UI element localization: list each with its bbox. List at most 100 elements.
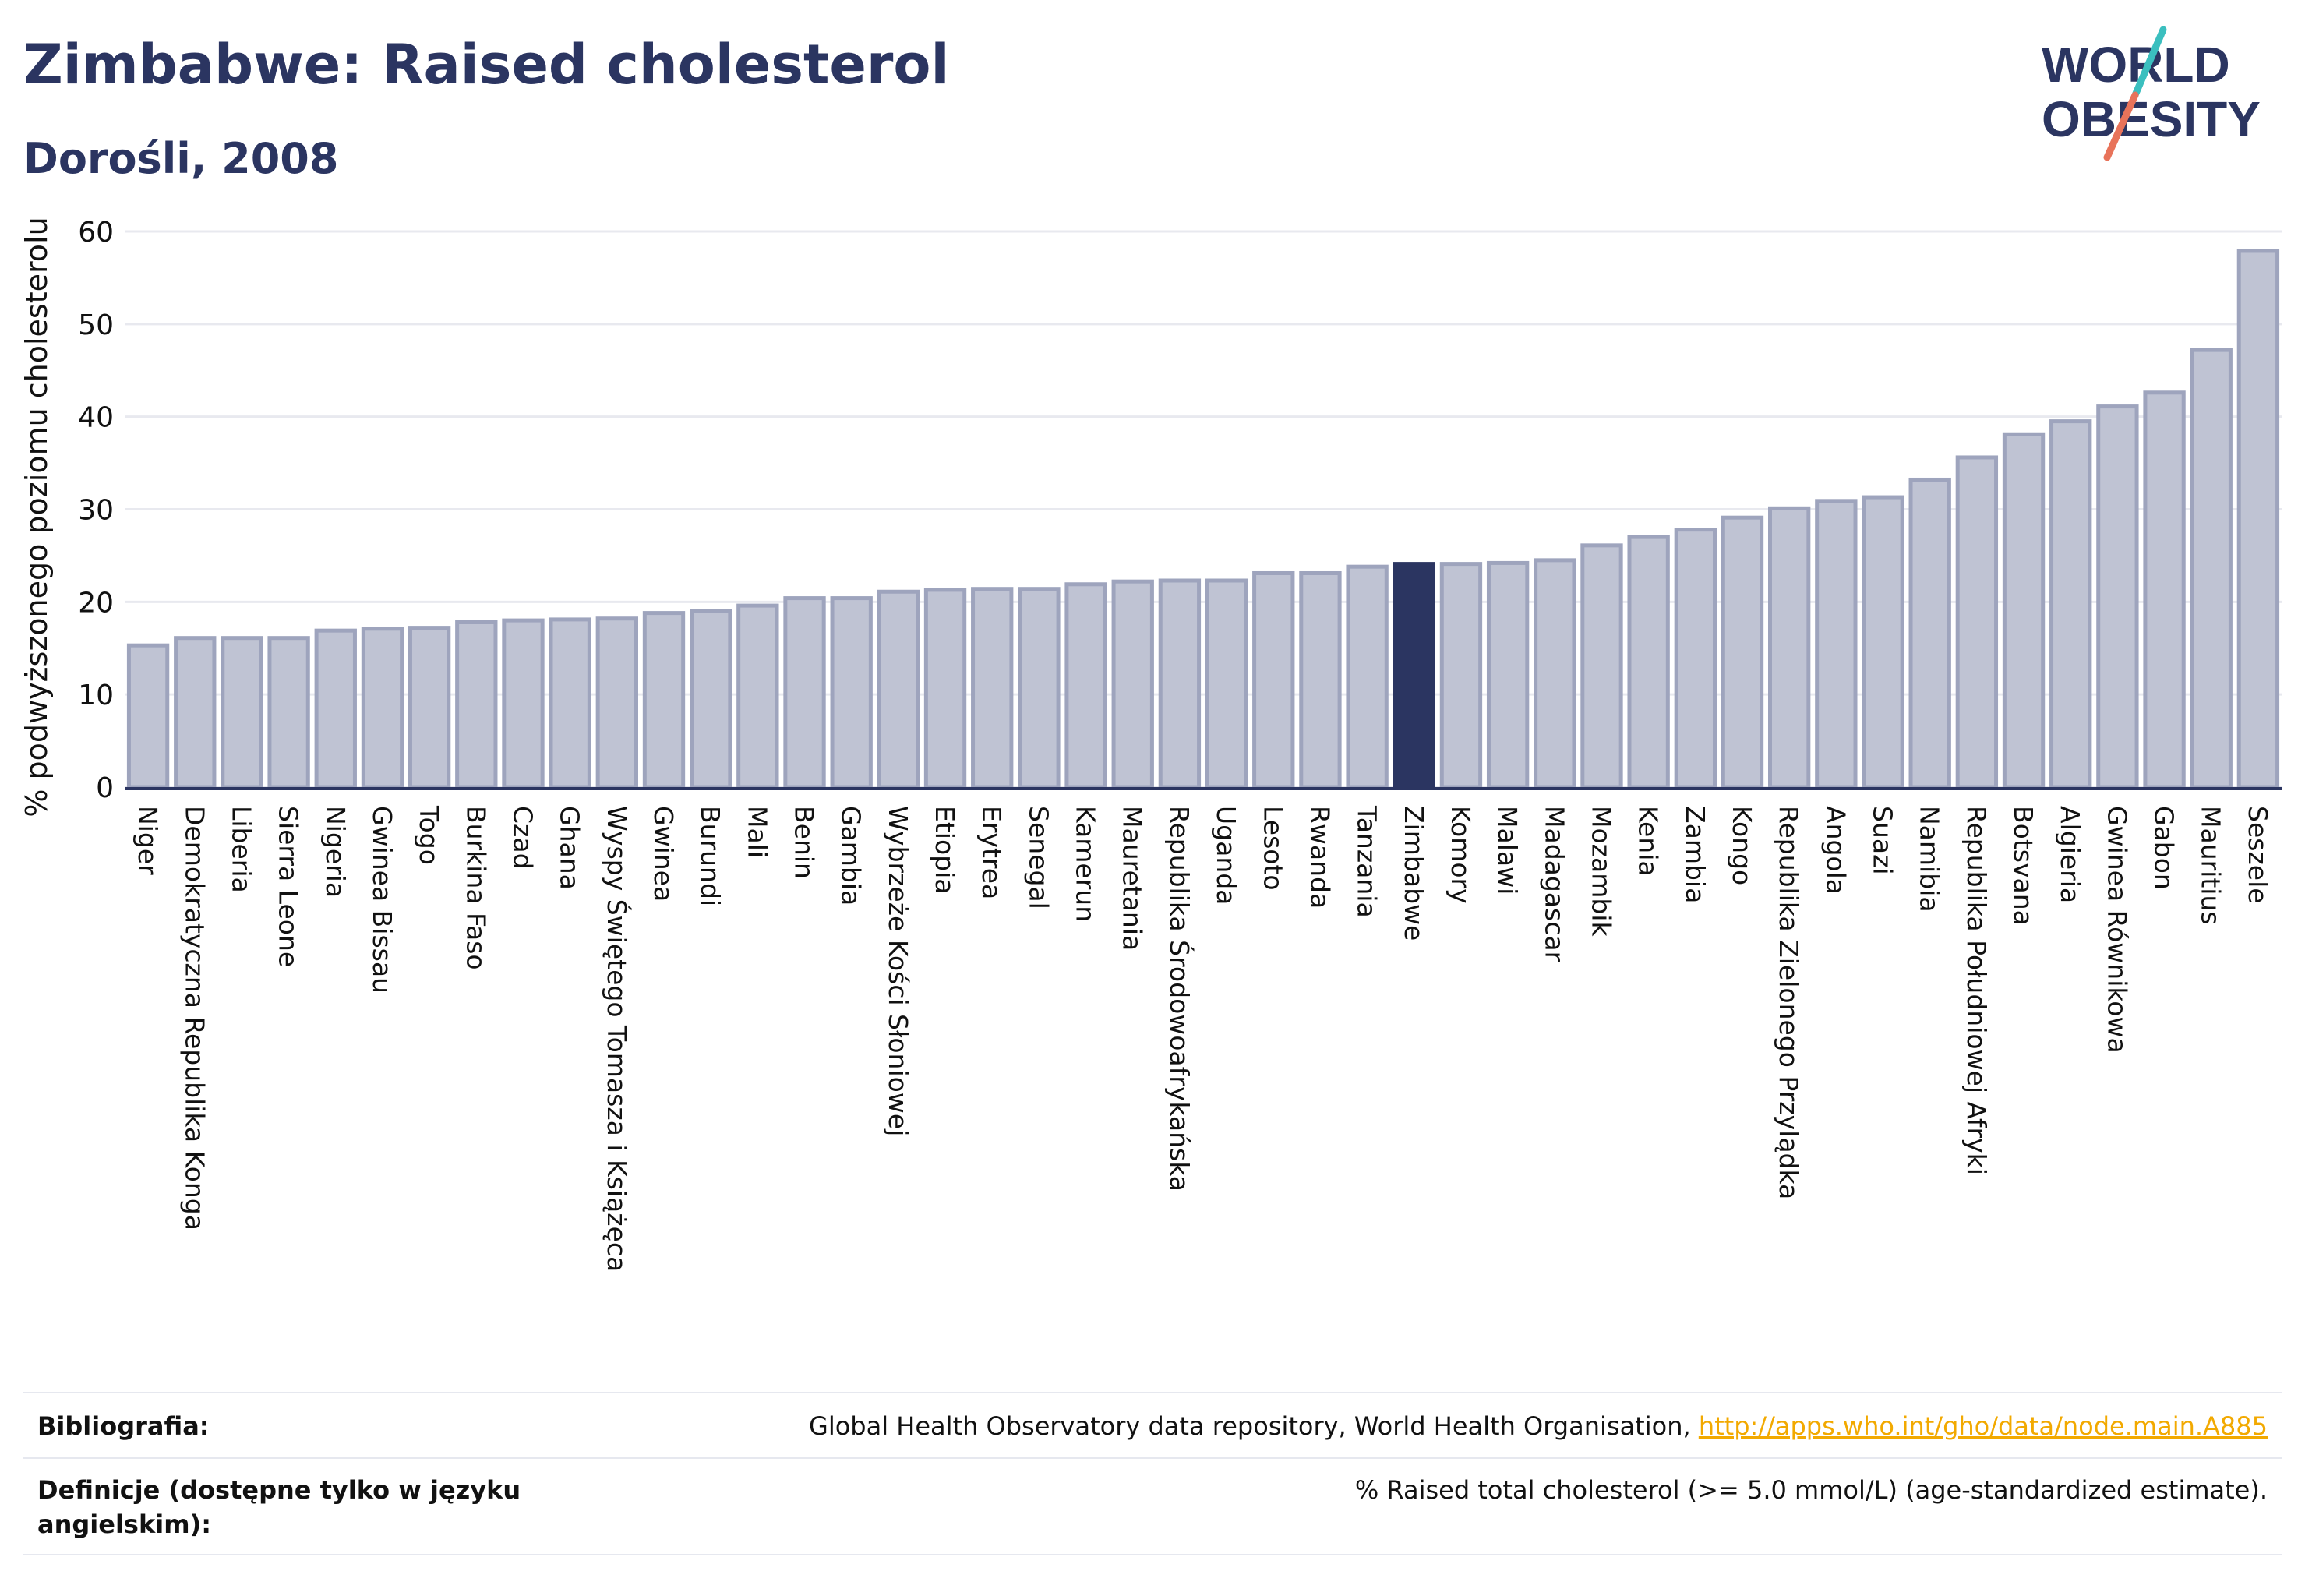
x-tick-label: Gabon [2149,806,2180,890]
bar-sierra-leone [267,636,310,789]
x-tick-label: Ghana [555,806,585,890]
bar-gambia [830,596,873,789]
x-tick-label: Mauretania [1117,806,1148,951]
bar-seszele [2236,249,2280,789]
x-tick-label: Kongo [1727,806,1757,885]
y-tick-label: 0 [96,772,114,804]
y-axis-label: % podwyższonego poziomu cholesterolu [19,217,54,817]
bars [126,249,2280,789]
bar-kenia [1627,535,1670,789]
bar-gabon [2143,390,2186,789]
world-obesity-logo: WORLD OBESITY [2042,26,2261,161]
x-tick-label: Demokratyczna Republika Konga [179,806,210,1231]
x-tick-label: Senegal [1023,806,1054,909]
x-tick-label: Liberia [226,806,256,893]
x-tick-label: Angola [1820,806,1851,895]
x-tick-label: Uganda [1211,806,1241,905]
bar-mauritius [2190,348,2233,789]
x-tick-label: Zimbabwe [1399,806,1429,941]
x-tick-label: Madagascar [1539,806,1569,962]
bar-ghana [549,617,591,789]
x-tick-label: Wybrzeże Kości Słoniowej [883,806,913,1136]
x-tick-label: Malawi [1492,806,1523,895]
x-tick-label: Czad [507,806,538,870]
bar-erytrea [971,587,1014,789]
x-axis-ticks: Niger Demokratyczna Republika Konga Liberi… [132,805,2273,1272]
bar-republika-po-udniowej-afryki [1955,455,1999,789]
x-tick-label: Republika Środowoafrykańska [1164,806,1195,1192]
bar-zimbabwe [1393,562,1435,789]
x-tick-label: Algieria [2055,806,2085,903]
bar-lesoto [1252,570,1295,789]
bar-namibia [1908,477,1951,789]
x-tick-label: Niger [132,806,163,875]
bar-zambia [1674,528,1717,789]
bar-wybrze-e-ko-ci-s-oniowej [877,589,920,789]
x-tick-label: Mozambik [1586,806,1616,937]
bar-chart: 0 10 20 30 40 50 60 Niger Demokratyczna Republi… [19,217,2282,1272]
x-tick-label: Lesoto [1258,806,1288,891]
y-tick-label: 60 [78,217,114,249]
bar-burkina-faso [455,620,498,789]
bar-mozambik [1580,543,1623,789]
bar-botsvana [2002,432,2046,789]
bar-malawi [1486,560,1530,789]
y-tick-label: 30 [78,495,114,527]
bar-suazi [1862,495,1904,789]
x-tick-label: Namibia [1915,806,1945,913]
bar-republika-rodowoafryka-ska [1158,578,1202,789]
x-tick-label: Komory [1445,806,1476,904]
x-tick-label: Gambia [836,806,867,906]
y-axis-ticks: 0 10 20 30 40 50 60 [78,217,114,804]
bar-tanzania [1346,564,1389,789]
bar-gwinea [642,611,686,789]
bar-togo [408,626,451,789]
bar-kamerun [1064,582,1107,789]
bar-czad [502,618,545,789]
footer-definition-row: Definicje (dostępne tylko w języku angie… [23,1457,2282,1555]
bar-senegal [1018,587,1061,789]
x-tick-label: Gwinea Bissau [367,806,397,994]
bibliography-value: Global Health Observatory data repositor… [809,1409,2268,1443]
x-tick-label: Kamerun [1071,806,1101,922]
bar-liberia [221,636,263,789]
bar-mali [736,603,779,789]
x-tick-label: Burundi [695,806,725,906]
x-tick-label: Botsvana [2008,806,2038,926]
y-tick-label: 40 [78,402,114,434]
bar-etiopia [923,588,967,789]
bar-rwanda [1299,570,1342,789]
footer-bottom-border [23,1554,2282,1555]
page-title: Zimbabwe: Raised cholesterol [23,33,950,97]
x-tick-label: Nigeria [320,806,351,898]
x-tick-label: Etiopia [930,806,960,895]
bar-komory [1439,562,1483,789]
bar-burundi [690,609,732,789]
bibliography-label: Bibliografia: [37,1411,210,1441]
bar-benin [783,596,826,789]
y-tick-label: 10 [78,680,114,711]
x-tick-label: Wyspy Świętego Tomasza i Książęca [602,806,633,1272]
bar-nigeria [314,628,357,789]
logo-line2: OBESITY [2042,91,2261,147]
bar-demokratyczna-republika-konga [174,636,217,789]
x-tick-label: Suazi [1868,806,1898,875]
bibliography-link[interactable]: http://apps.who.int/gho/data/node.main.A… [1698,1411,2268,1441]
definition-label: Definicje (dostępne tylko w języku angie… [37,1475,521,1539]
bar-kongo [1721,515,1764,789]
page-subtitle: Dorośli, 2008 [23,134,339,183]
bar-madagascar [1534,558,1576,789]
x-tick-label: Togo [414,805,444,865]
bar-angola [1815,499,1858,789]
y-tick-label: 50 [78,309,114,341]
bar-gwinea-r-wnikowa [2096,404,2139,789]
bar-niger [126,643,170,789]
x-tick-label: Mali [742,806,772,858]
x-tick-label: Seszele [2243,806,2273,904]
bar-algieria [2049,419,2092,789]
x-tick-label: Republika Zielonego Przylądka [1774,806,1804,1199]
x-tick-label: Erytrea [976,806,1007,899]
bar-uganda [1205,578,1248,789]
x-tick-label: Gwinea [648,806,679,902]
logo-line1: WORLD [2042,37,2230,93]
